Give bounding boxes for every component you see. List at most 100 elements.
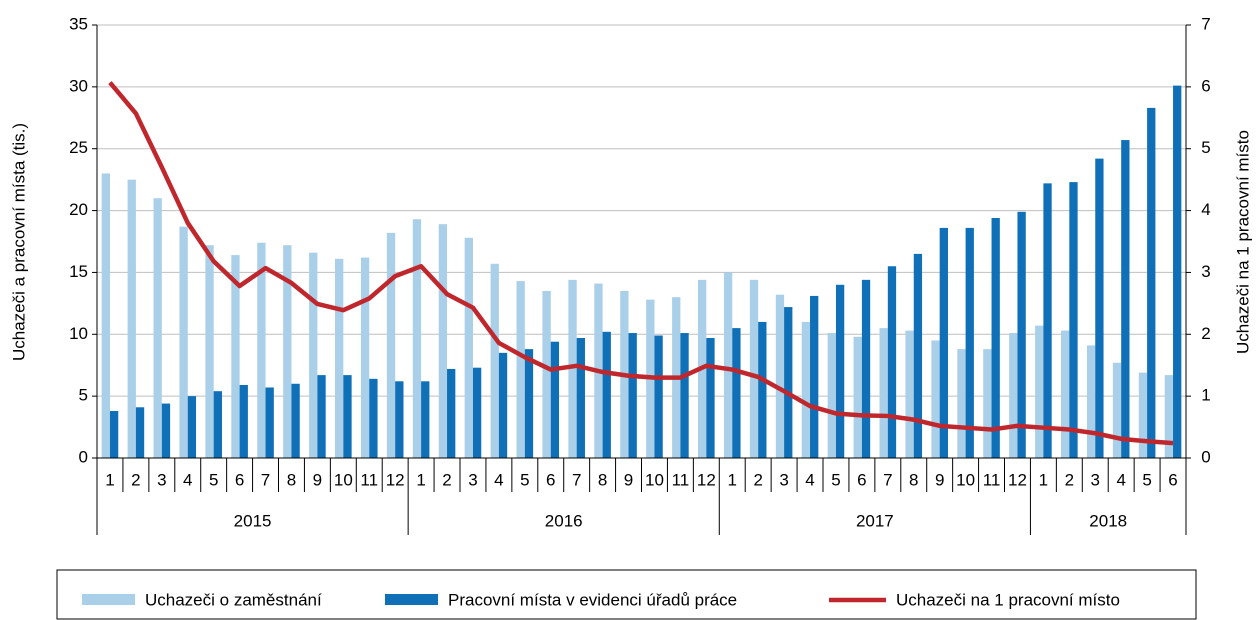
bar bbox=[749, 279, 759, 458]
year-label: 2018 bbox=[1089, 511, 1127, 530]
x-tick-label: 11 bbox=[983, 470, 1001, 489]
x-tick-label: 5 bbox=[209, 470, 218, 489]
bar bbox=[257, 242, 266, 458]
bar bbox=[913, 253, 923, 458]
x-tick-label: 3 bbox=[1091, 470, 1100, 489]
bar bbox=[542, 290, 551, 458]
bar bbox=[576, 337, 585, 458]
y-tick-label: 0 bbox=[79, 447, 88, 466]
x-tick-label: 10 bbox=[956, 470, 975, 489]
x-tick-label: 2 bbox=[753, 470, 762, 489]
bar bbox=[291, 383, 300, 458]
y2-tick-label: 1 bbox=[1201, 386, 1210, 405]
bar bbox=[386, 232, 396, 458]
x-tick-label: 9 bbox=[935, 470, 944, 489]
bar bbox=[490, 263, 499, 458]
x-tick-label: 2 bbox=[442, 470, 451, 489]
bar bbox=[1147, 107, 1156, 458]
x-tick-label: 1 bbox=[105, 470, 114, 489]
bar bbox=[983, 349, 992, 458]
bar bbox=[775, 294, 785, 458]
bar bbox=[758, 321, 767, 458]
y-tick-label: 30 bbox=[69, 76, 88, 95]
x-tick-label: 7 bbox=[883, 470, 892, 489]
bar bbox=[1069, 182, 1078, 459]
legend-swatch bbox=[82, 594, 135, 605]
x-tick-label: 10 bbox=[645, 470, 664, 489]
legend-label: Pracovní místa v evidenci úřadů práce bbox=[448, 590, 737, 609]
bar bbox=[887, 266, 897, 458]
bar bbox=[360, 257, 370, 458]
x-tick-label: 4 bbox=[494, 470, 503, 489]
x-tick-label: 1 bbox=[416, 470, 425, 489]
bar bbox=[421, 381, 430, 458]
bar bbox=[835, 284, 845, 458]
bar bbox=[412, 219, 422, 458]
x-tick-label: 4 bbox=[1116, 470, 1125, 489]
bar bbox=[680, 333, 689, 458]
x-tick-label: 5 bbox=[520, 470, 529, 489]
x-tick-label: 7 bbox=[572, 470, 581, 489]
bar bbox=[447, 368, 456, 458]
x-tick-label: 9 bbox=[313, 470, 322, 489]
bar bbox=[1095, 158, 1104, 458]
x-tick-label: 12 bbox=[697, 470, 716, 489]
y2-tick-label: 4 bbox=[1201, 200, 1210, 219]
bar bbox=[1173, 85, 1182, 459]
x-tick-label: 6 bbox=[857, 470, 866, 489]
x-tick-label: 12 bbox=[1008, 470, 1027, 489]
bar bbox=[1138, 372, 1148, 458]
y2-tick-label: 6 bbox=[1201, 76, 1210, 95]
x-tick-label: 7 bbox=[261, 470, 270, 489]
y2-tick-label: 0 bbox=[1201, 447, 1210, 466]
bar bbox=[991, 217, 1000, 458]
x-tick-label: 5 bbox=[1142, 470, 1151, 489]
bar bbox=[732, 328, 741, 458]
bar bbox=[161, 403, 171, 458]
bar bbox=[343, 375, 352, 458]
year-label: 2017 bbox=[856, 511, 894, 530]
bar bbox=[438, 224, 448, 458]
legend-swatch bbox=[385, 594, 438, 605]
bar bbox=[524, 349, 534, 458]
x-tick-label: 6 bbox=[1168, 470, 1177, 489]
legend-box bbox=[56, 569, 1197, 620]
line bbox=[108, 81, 1174, 446]
y2-tick-label: 7 bbox=[1201, 14, 1210, 33]
x-tick-label: 8 bbox=[287, 470, 296, 489]
x-tick-label: 4 bbox=[183, 470, 192, 489]
bar bbox=[827, 333, 836, 458]
bar bbox=[931, 340, 940, 458]
bar bbox=[1164, 375, 1174, 458]
x-tick-label: 3 bbox=[468, 470, 477, 489]
bar bbox=[801, 321, 811, 458]
bar bbox=[550, 341, 560, 458]
x-tick-label: 12 bbox=[386, 470, 405, 489]
x-tick-label: 4 bbox=[805, 470, 814, 489]
y2-axis-title: Uchazeči na 1 pracovní místo bbox=[1233, 130, 1252, 354]
bar bbox=[1009, 333, 1018, 458]
bar bbox=[516, 281, 525, 458]
bar bbox=[335, 258, 344, 458]
x-tick-label: 10 bbox=[334, 470, 353, 489]
bar bbox=[602, 331, 611, 458]
bar bbox=[101, 173, 110, 458]
x-tick-label: 3 bbox=[157, 470, 166, 489]
x-tick-label: 2 bbox=[1065, 470, 1074, 489]
bar bbox=[109, 410, 119, 458]
bar bbox=[472, 367, 482, 458]
bar bbox=[1043, 183, 1052, 458]
bar bbox=[187, 396, 197, 458]
x-tick-label: 11 bbox=[672, 470, 690, 489]
y2-tick-label: 5 bbox=[1201, 138, 1210, 157]
bar bbox=[153, 198, 162, 458]
bar bbox=[905, 330, 914, 458]
bar bbox=[283, 245, 292, 458]
bar bbox=[861, 279, 871, 458]
x-tick-label: 11 bbox=[360, 470, 378, 489]
x-tick-label: 8 bbox=[598, 470, 607, 489]
bar bbox=[723, 272, 733, 458]
bar bbox=[205, 245, 214, 458]
y2-tick-label: 2 bbox=[1201, 324, 1210, 343]
x-tick-label: 2 bbox=[131, 470, 140, 489]
